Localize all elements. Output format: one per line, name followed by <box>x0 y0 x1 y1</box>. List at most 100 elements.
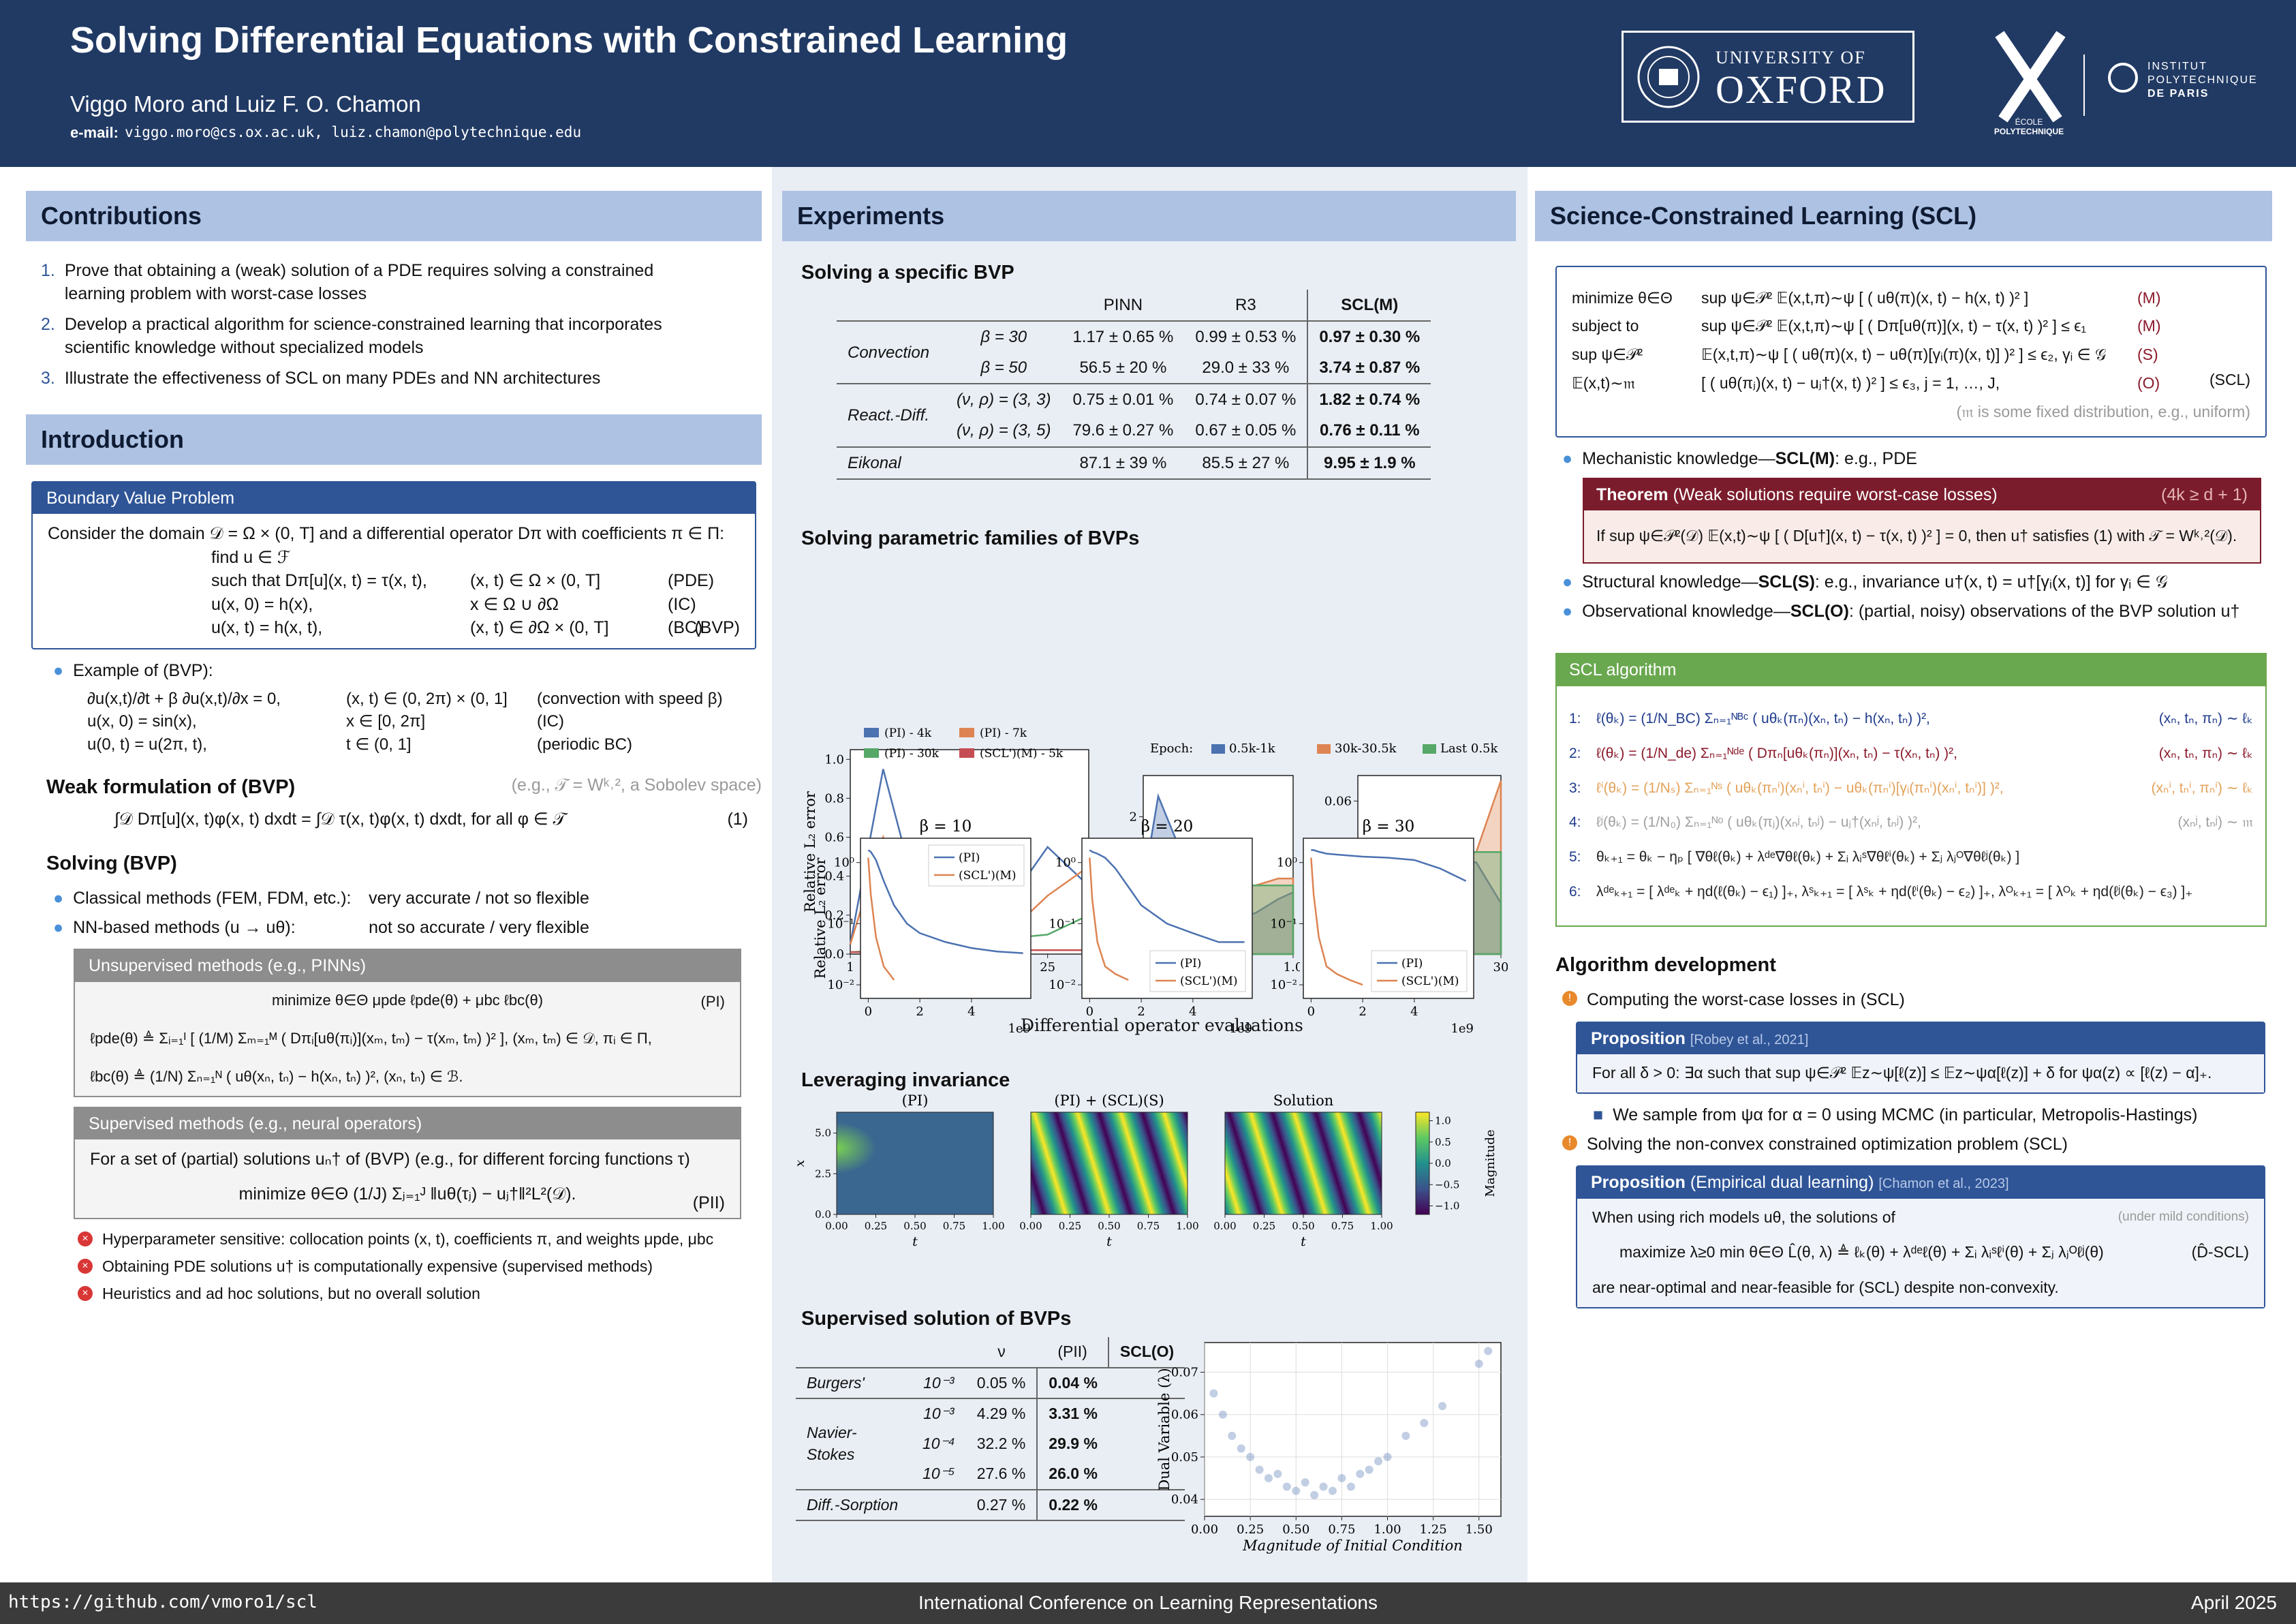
colorbar-tick-label: −0.5 <box>1435 1178 1459 1191</box>
sub: Solving (BVP) <box>46 853 177 875</box>
panel-title: Solution <box>1273 1092 1334 1109</box>
y-tick-label: 0.0 <box>824 947 844 962</box>
table-row: Convection β = 30 1.17 ± 0.65 % 0.99 ± 0.53… <box>837 321 1431 362</box>
text: Computing the worst-case losses in (SCL) <box>1587 990 1905 1010</box>
y-tick-label: 10⁻¹ <box>1270 917 1297 931</box>
drawback: × Heuristics and ad hoc solutions, but no… <box>78 1283 762 1305</box>
y-tick-label: 10⁰ <box>1277 856 1297 870</box>
bt: Unsupervised methods (e.g., PINNs) <box>75 950 740 982</box>
equation-part: (IC) <box>668 594 696 614</box>
step-part: ℓʲ(θₖ) = (1/N₀) Σₙ₌₁ᴺᵒ ( uθₖ(πⱼ)(xₙʲ, tₙ… <box>1596 814 1921 831</box>
div: INSTITUT POLYTECHNIQUE DE PARIS <box>2147 60 2258 101</box>
legend-swatch <box>959 748 974 758</box>
chart: 0 2 4 10⁰ 10⁻¹ 10⁻² β = 20 1e9 (PI) (SCL')(M) <box>1049 818 1253 1036</box>
colorbar-tick-label: 0.5 <box>1435 1136 1451 1148</box>
div: minimize θ∈Θ sup ψ∈𝒫² 𝔼(x,t,π)∼ψ [ ( uθ(π… <box>1555 265 2267 438</box>
text: (Empirical dual learning) <box>1690 1173 1874 1193</box>
equation-part: (x, t) ∈ Ω × (0, T] <box>470 571 601 591</box>
text: NN-based methods (u → uθ): <box>73 917 296 937</box>
div: Weak formulation of (BVP) (e.g., 𝒯 = Wᵏ˒… <box>46 773 762 801</box>
step-part: (xₙʲ, tₙʲ) ∼ 𝔪 <box>2177 814 2253 831</box>
num: 1. <box>41 260 55 280</box>
legend-swatch <box>864 728 879 737</box>
x-tick-label: 0.50 <box>903 1220 926 1232</box>
heatmap <box>836 1112 994 1215</box>
equation-part: u(x, 0) = h(x), <box>211 594 313 614</box>
legend-label: (SCL')(M) - 5k <box>980 747 1064 761</box>
axis-offset: 1e9 <box>1450 1022 1474 1036</box>
text: When using rich models uθ, the solutions… <box>1592 1208 1895 1226</box>
bul: ! Solving the non-convex constrained opti… <box>1562 1133 2272 1156</box>
equation-row: u(0, t) = u(2π, t), t ∈ (0, 1] (periodic B… <box>87 733 762 756</box>
step-part: ℓ(θₖ) = (1/N_BC) Σₙ₌₁ᴺᴮᶜ ( uθₖ(πₙ)(xₙ, t… <box>1596 710 1930 726</box>
li: 2. Develop a practical algorithm for scie… <box>41 313 762 360</box>
text: ÉCOLE <box>2015 117 2043 127</box>
legend: Epoch: 0.5k-1k 30k-30.5k Last 0.5k <box>1150 741 1499 756</box>
x-tick-label: 2 <box>1137 1005 1145 1019</box>
step-part: ℓⁱ(θₖ) = (1/Nₛ) Σₙ₌₁ᴺˢ ( uθₖ(πₙⁱ)(xₙⁱ, t… <box>1596 780 2004 796</box>
point <box>1209 1389 1218 1398</box>
axis-offset: 1e9 <box>1008 1022 1031 1036</box>
legend-label: (SCL')(M) <box>1401 975 1459 988</box>
x-tick-label: 0.00 <box>1019 1220 1042 1232</box>
repo-link[interactable]: https://github.com/vmoro1/scl <box>8 1592 317 1612</box>
step-part: (xₙ, tₙ, πₙ) ∼ ℓₖ <box>2158 745 2253 761</box>
text: : e.g., PDE <box>1835 449 1917 469</box>
cell: 32.2 % <box>976 1435 1026 1453</box>
email: viggo.moro@cs.ox.ac.uk, luiz.chamon@poly… <box>125 124 582 140</box>
equation-part: (periodic BC) <box>537 735 633 754</box>
cell: 0.76 ± 0.11 % <box>1307 415 1431 447</box>
point <box>1319 1482 1328 1491</box>
text: We sample from ψα for α = 0 using MCMC (… <box>1613 1105 2198 1125</box>
y-tick-label: 10⁻¹ <box>827 917 854 931</box>
parameter: β = 30 <box>980 328 1027 347</box>
point <box>1218 1410 1227 1419</box>
bul: ! Computing the worst-case losses in (SCL… <box>1562 988 2272 1012</box>
panel-title: (PI) + (SCL)(S) <box>1054 1092 1164 1109</box>
heatmap-figure: (PI) 0.00 0.25 0.50 0.75 1.00 t 0.0 2.5 5.0 x (PI) … <box>792 1092 1498 1249</box>
legend-label: (PI) - 30k <box>884 747 940 761</box>
path <box>1995 31 2066 123</box>
legend-label: Last 0.5k <box>1440 741 1499 756</box>
text: ∫𝒟 Dπ[u](x, t)φ(x, t) dxdt = ∫𝒟 τ(x, t)φ… <box>114 809 566 829</box>
x-tick-label: 0.25 <box>1237 1522 1264 1537</box>
column-header: ν <box>997 1343 1006 1360</box>
line <box>1311 849 1467 882</box>
y-tick-label: 10⁻² <box>827 978 854 992</box>
gbox: Supervised methods (e.g., neural operato… <box>74 1106 741 1220</box>
legend-label: 30k-30.5k <box>1335 741 1397 756</box>
text: are near-optimal and near-feasible for (… <box>1592 1278 2059 1297</box>
x-tick-label: 0.50 <box>1282 1522 1309 1537</box>
group-name: Diff.-Sorption <box>807 1495 899 1514</box>
parameter <box>912 1490 966 1521</box>
column-header: (PII) <box>1057 1343 1087 1360</box>
text: (4k ≥ d + 1) <box>2161 485 2248 504</box>
legend-box <box>1371 950 1468 992</box>
cell: 0.74 ± 0.07 % <box>1195 390 1297 410</box>
x-tick-label: 0.25 <box>1059 1220 1081 1232</box>
cell: 0.97 ± 0.30 % <box>1307 321 1431 353</box>
y-tick-label: 0.04 <box>1171 1492 1198 1507</box>
column-header: SCL(O) <box>1107 1337 1185 1368</box>
rect <box>1659 69 1678 85</box>
crest <box>1637 46 1700 108</box>
sub: Algorithm development <box>1555 954 1776 977</box>
header-row: PINN R3 SCL(M) <box>837 290 1431 322</box>
parameter: 10⁻⁵ <box>922 1464 955 1482</box>
text: Prove that obtaining a (weak) solution o… <box>64 260 654 304</box>
equation-part: (IC) <box>537 712 564 731</box>
pad: For a set of (partial) solutions uₙ† of … <box>75 1139 740 1218</box>
dot: ● <box>1562 449 1573 469</box>
sec: Science-Constrained Learning (SCL) <box>1535 191 2272 241</box>
algorithm-step: 5: θₖ₊₁ = θₖ − ηₚ [ ∇θℓ(θₖ) + λᵈᵉ∇θℓ(θₖ) … <box>1569 848 2253 868</box>
text: Consider the domain 𝒟 = Ω × (0, T] and a… <box>48 524 725 544</box>
equation-part: x ∈ [0, 2π] <box>346 712 426 731</box>
text: (SCL) <box>2209 370 2250 388</box>
x-tick-label: 1 <box>846 960 854 975</box>
point <box>1273 1469 1282 1478</box>
cross-icon: × <box>78 1285 93 1301</box>
x-tick-label: 4 <box>967 1005 975 1019</box>
text: Classical methods (FEM, FDM, etc.): <box>73 889 352 908</box>
cell: 79.6 ± 0.27 % <box>1072 421 1174 440</box>
text: For a set of (partial) solutions uₙ† of … <box>90 1150 690 1169</box>
